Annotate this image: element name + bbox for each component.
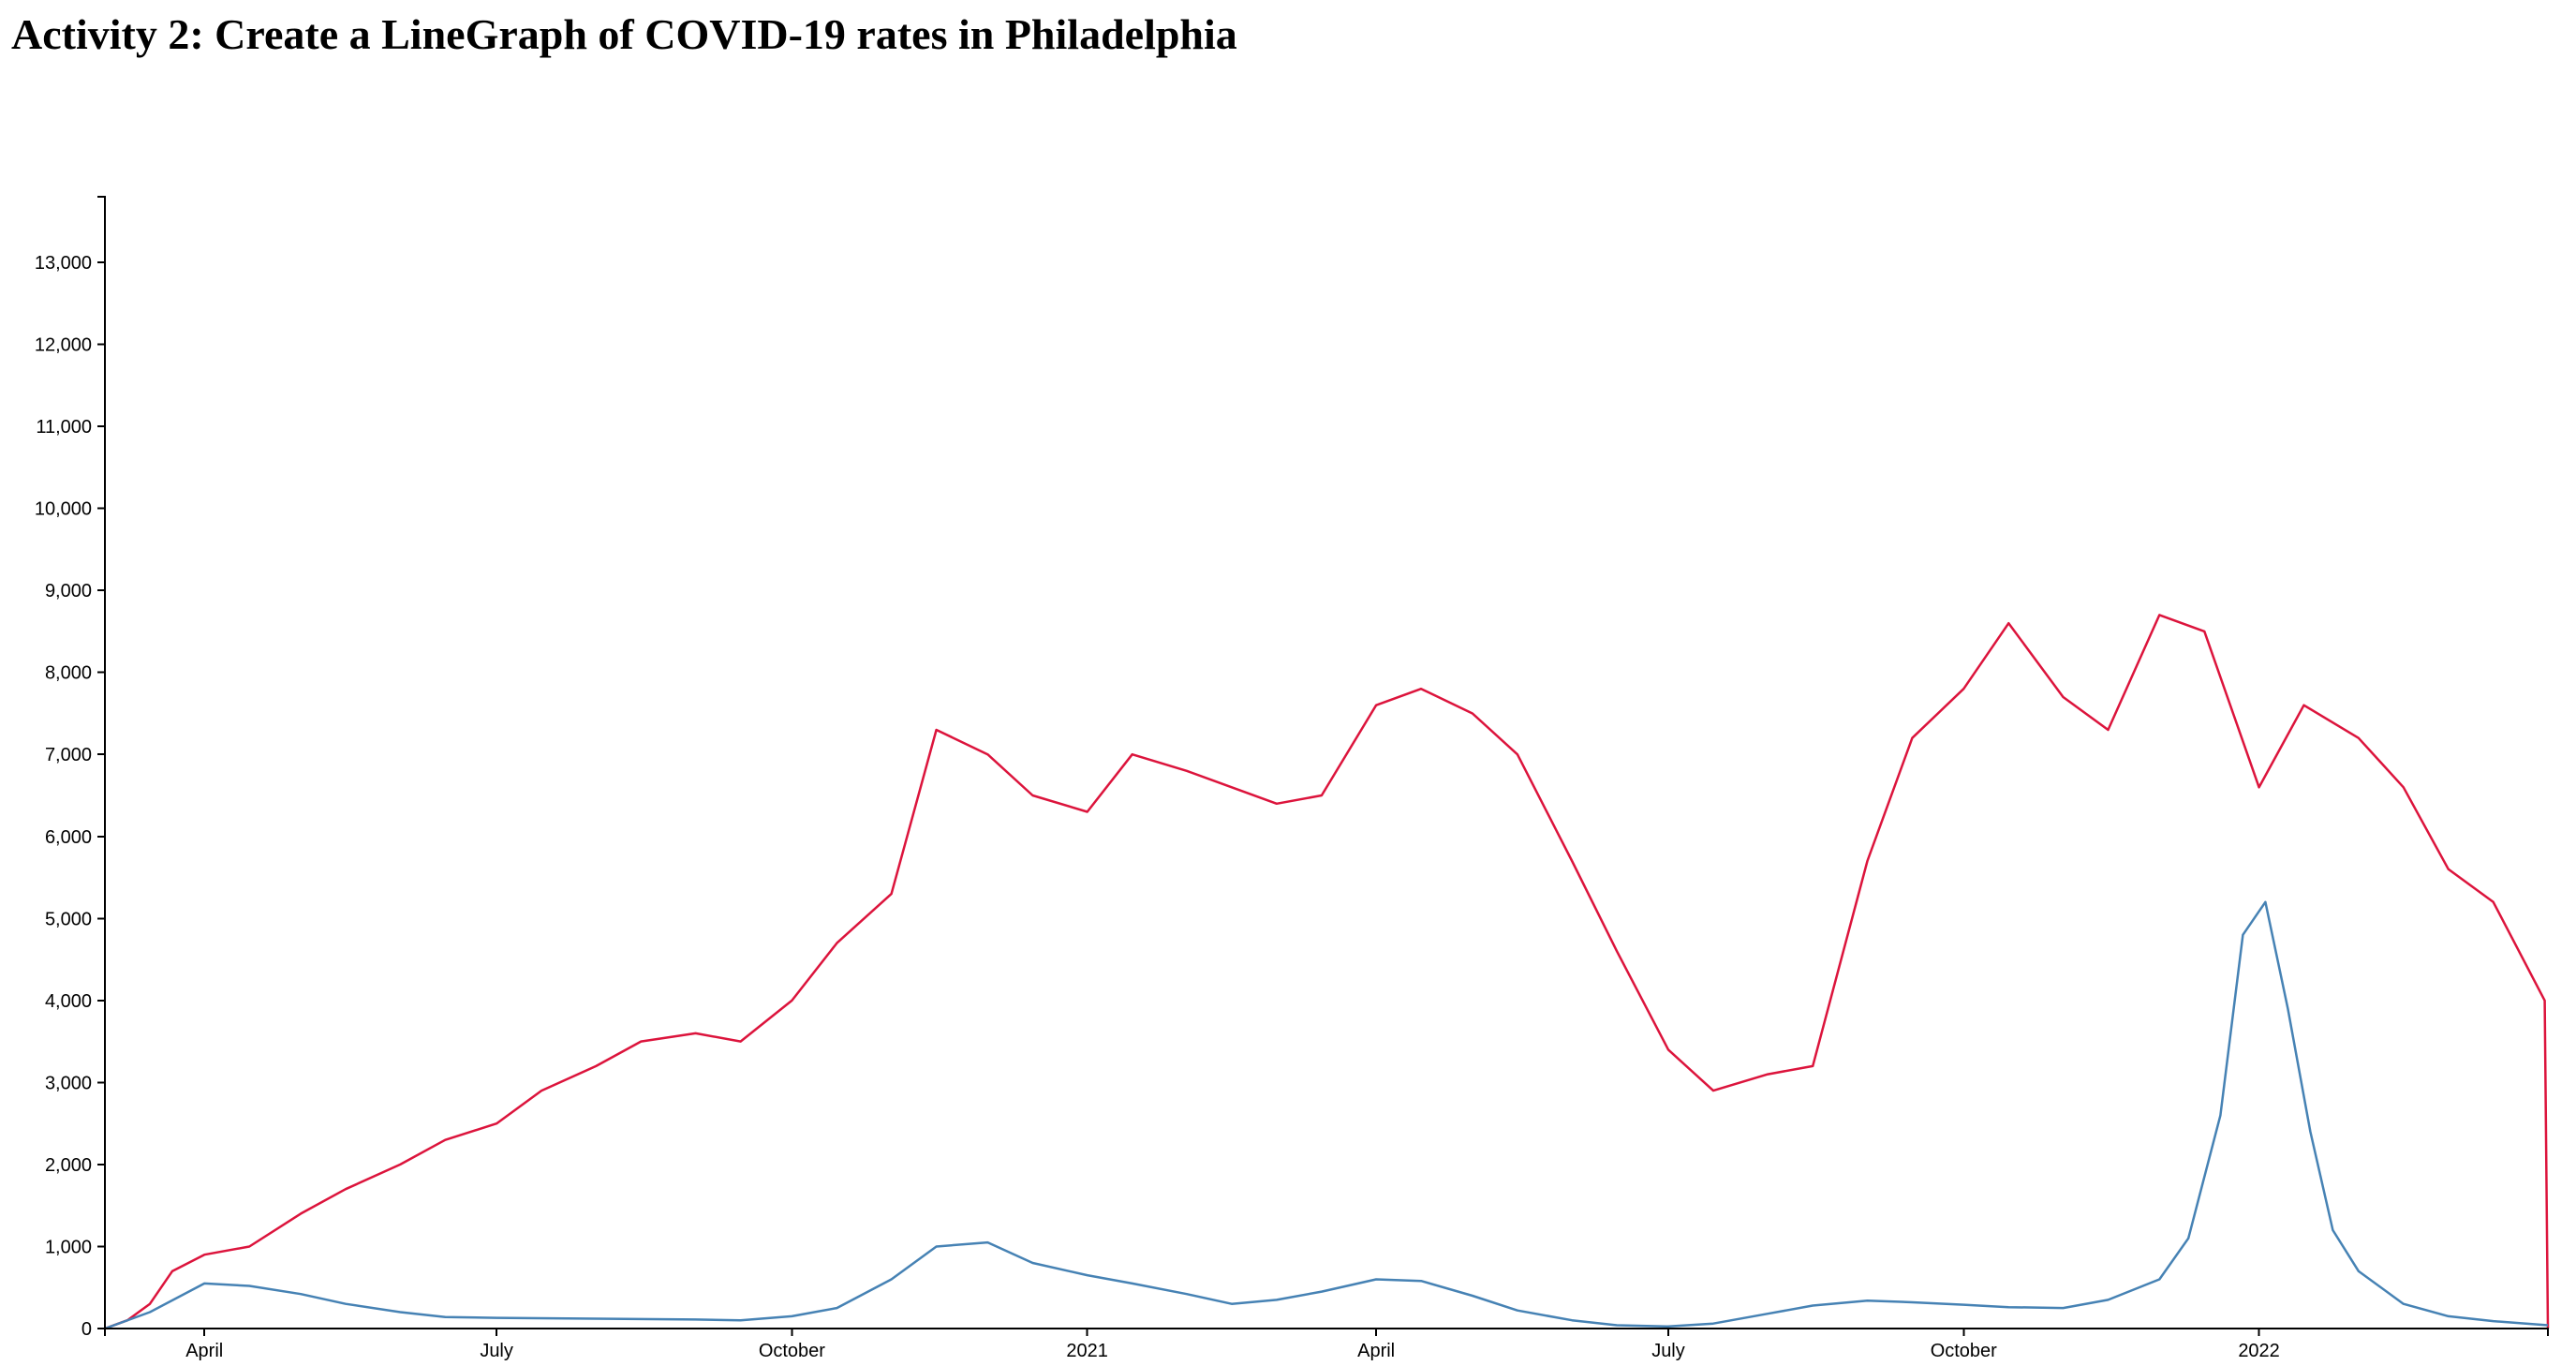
y-tick-label: 13,000 (35, 253, 92, 274)
y-tick-label: 12,000 (35, 335, 92, 356)
y-axis: 0 1,000 2,000 3,000 4,000 5,000 6,000 7,000 8,00… (35, 196, 106, 1340)
y-tick-label: 8,000 (45, 663, 92, 684)
y-tick-label: 1,000 (45, 1237, 92, 1257)
x-tick-label: October (759, 1341, 825, 1361)
y-tick-label: 3,000 (45, 1073, 92, 1093)
x-tick-label: July (1651, 1341, 1685, 1361)
x-axis-line (104, 1328, 2549, 1336)
y-tick-label: 7,000 (45, 745, 92, 765)
series-line-cases (104, 900, 2549, 1330)
y-tick-label: 2,000 (45, 1155, 92, 1176)
x-tick-label: July (480, 1341, 513, 1361)
y-tick-label: 0 (81, 1319, 92, 1340)
x-tick-label: April (1357, 1341, 1395, 1361)
x-axis: April July October 2021 April July October 2022 (104, 1328, 2549, 1361)
y-axis-line (97, 196, 106, 1329)
x-tick-label: October (1931, 1341, 1997, 1361)
y-tick-label: 9,000 (45, 581, 92, 601)
y-tick-label: 5,000 (45, 909, 92, 929)
x-tick-label: April (185, 1341, 223, 1361)
x-tick-label: 2022 (2238, 1341, 2280, 1361)
series-line-tests (104, 614, 2550, 1330)
y-tick-label: 10,000 (35, 499, 92, 520)
y-tick-label: 11,000 (36, 417, 92, 438)
y-tick-label: 6,000 (45, 827, 92, 848)
page-title: Activity 2: Create a LineGraph of COVID-… (11, 10, 1237, 58)
x-tick-label: 2021 (1066, 1341, 1108, 1361)
y-tick-label: 4,000 (45, 991, 92, 1012)
plot-lines (104, 614, 2550, 1330)
